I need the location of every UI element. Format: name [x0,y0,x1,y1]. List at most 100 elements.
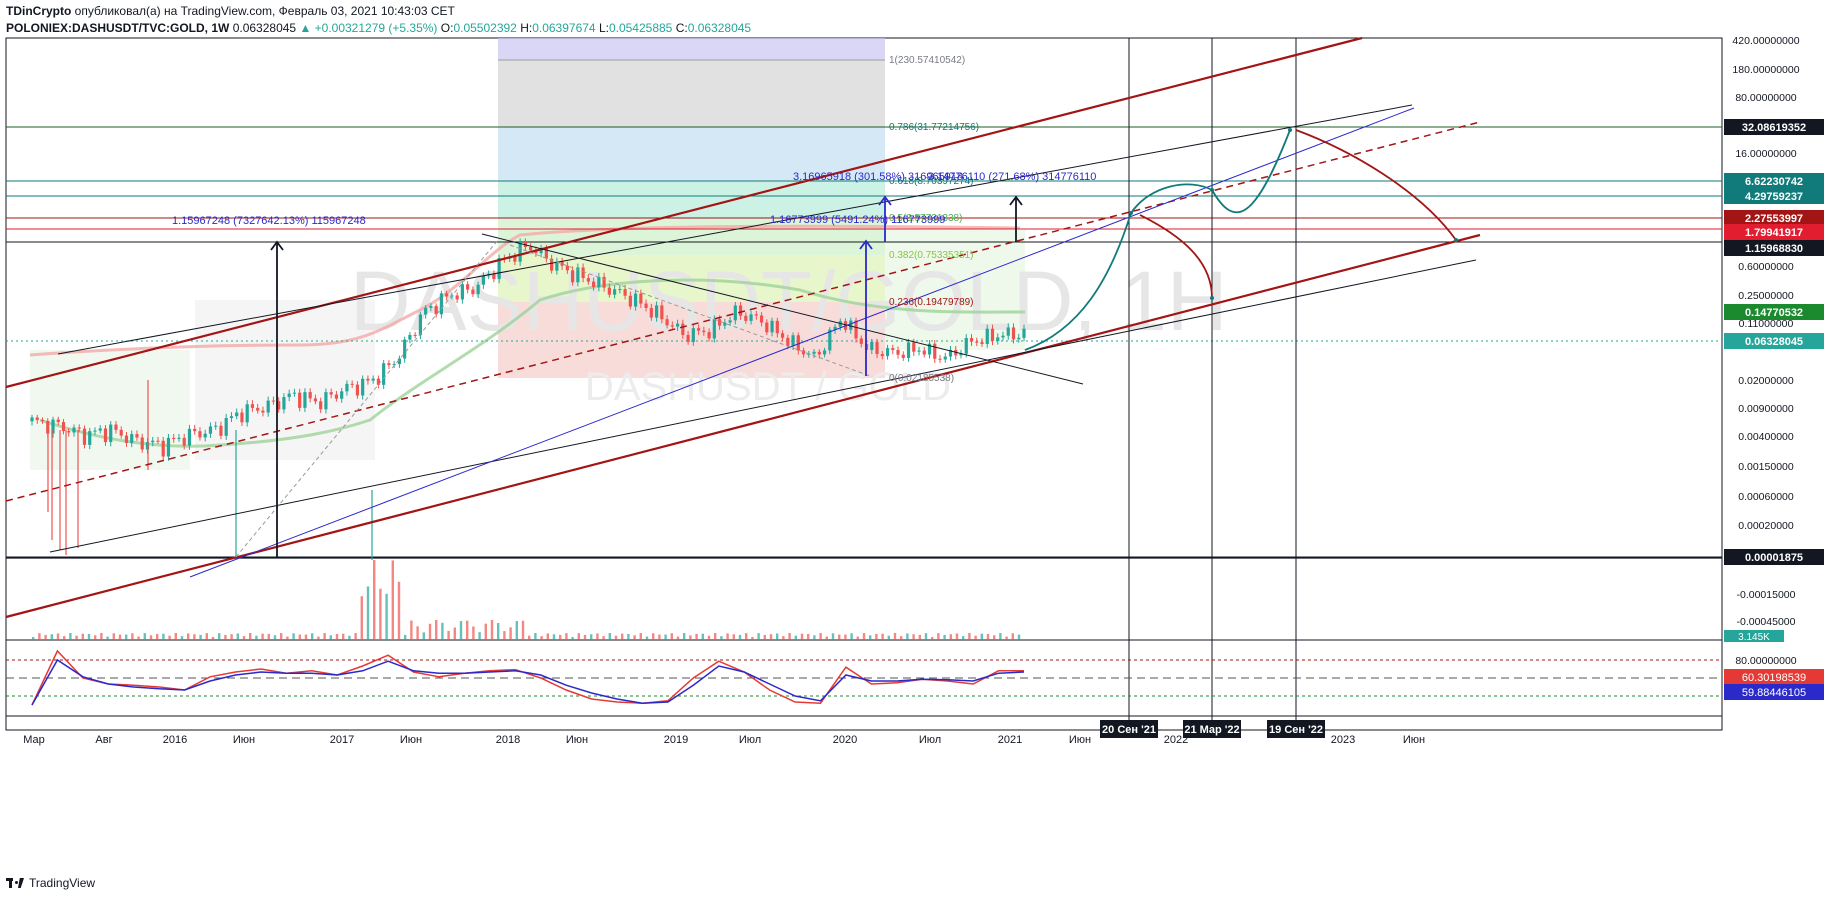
candle-body [214,425,218,427]
volume-bar [38,633,41,640]
close-value: 0.06328045 [687,21,752,35]
volume-bar [900,636,903,640]
volume-bar [782,636,785,640]
candle-body [707,332,711,339]
x-tick-label: 2023 [1331,734,1355,746]
candle-body [429,305,433,308]
candle-body [466,284,470,290]
rsi-tick-label: 80.00000000 [1735,655,1796,667]
rsi-tag-label: 60.30198539 [1742,672,1806,684]
axes-layer: 420.00000000180.0000000080.0000000040.00… [23,35,1824,746]
candle-body [303,392,307,408]
volume-bar [540,636,543,640]
candle-body [833,326,837,330]
candle-body [786,337,790,346]
candle-body [539,248,543,254]
candle-body [187,428,192,446]
volume-bar [602,636,605,640]
volume-bar [205,633,208,640]
volume-bar [621,633,624,640]
candle-body [618,289,622,291]
candle-body [434,305,438,315]
candle-body [702,330,706,333]
fib-zone-2 [498,127,885,181]
thin-lower-line [49,259,1477,553]
candle-body [943,356,947,360]
fib-zone-3 [498,181,885,219]
candle-body [927,343,932,355]
arc-point [1454,238,1458,242]
price-tag-label: 0.06328045 [1745,336,1803,348]
price-tag-bg [1724,224,1824,240]
descending-trendline [481,233,1084,385]
thin-upper-line [57,104,1413,355]
volume-bar [986,633,990,640]
volume-bar [125,634,128,640]
volume-bar [503,631,506,640]
x-tick-label: Авг [95,734,112,746]
candle-body [613,289,617,295]
author-name: TDinCrypto [6,4,72,18]
volume-bar [887,635,890,640]
price-tag-bg [1724,240,1824,256]
volume-bar [100,633,103,640]
volume-bar [955,633,959,640]
drawings-layer[interactable]: 1(230.57410542) 0.786(31.77214756) 0.618(8… [5,36,1722,706]
candle-body [990,328,995,341]
volume-bar [720,636,723,640]
candle-body [77,427,81,429]
volume-bar [912,634,915,640]
candle-body [529,246,533,251]
candle-body [738,305,743,316]
y-tick-label: 0.11000000 [1739,318,1794,330]
candle-body [130,434,134,443]
volume-bar [645,636,649,640]
candle-body [891,348,895,350]
volume-bar [168,635,171,640]
candle-body [156,440,160,442]
candle-body [717,319,722,326]
footer-brand[interactable]: TradingView [6,876,95,890]
x-tick-label: Июл [739,734,761,746]
volume-bar [472,626,475,640]
x-tick-label: Июн [566,734,588,746]
candle-body [151,440,155,443]
price-tag-bg [1724,173,1824,189]
volume-bar [819,633,822,640]
volume-bar [428,623,432,640]
volume-bar [273,635,277,640]
volume-bar [466,620,469,640]
candle-body [660,305,664,320]
volume-bar [404,634,407,640]
candle-body [597,276,601,288]
volume-bar [881,633,884,640]
candle-body [30,417,34,422]
candle-body [182,437,186,446]
candle-body [633,293,638,307]
arc-point [1210,188,1214,192]
volume-bar [701,633,704,640]
volume-bar [174,633,177,640]
volume-bar [906,633,909,640]
x-tick-label: Июн [400,734,422,746]
volume-bar [230,634,233,640]
candle-body [350,383,354,385]
volume-bar [521,620,525,640]
measure-label: 3.14776110 (271.68%) 314776110 [928,171,1096,183]
volume-bar [838,634,841,640]
volume-bar [50,634,53,640]
candle-body [229,416,234,419]
candle-body [135,434,139,438]
candle-body [298,392,302,408]
date-marker-label: 19 Сен '22 [1269,724,1323,736]
candle-body [791,335,795,346]
rsi-tag-label: 59.88446105 [1742,687,1806,699]
volume-bar [528,635,531,640]
tradingview-logo-icon [6,878,24,888]
x-tick-label: 2022 [1164,734,1188,746]
volume-bar [286,636,289,640]
low-value: 0.05425885 [608,21,673,35]
candle-body [644,303,648,308]
volume-tick-label: -0.00015000 [1737,589,1796,601]
